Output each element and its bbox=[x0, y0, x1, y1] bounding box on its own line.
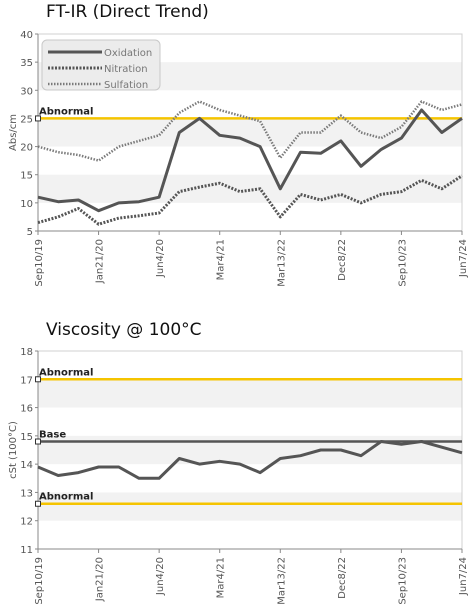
ftir-x-tick-label: Sep10/19 bbox=[34, 239, 45, 287]
ftir-y-axis-label: Abs/cm bbox=[8, 114, 19, 151]
ftir-x-tick-label: Jan21/20 bbox=[95, 239, 106, 284]
visc-ref-marker bbox=[35, 500, 41, 507]
ftir-y-tick-label: 5 bbox=[27, 227, 33, 238]
visc-ref-label: Abnormal bbox=[39, 492, 93, 503]
visc-x-tick-label: Sep10/23 bbox=[397, 557, 408, 605]
viscosity-chart: 11 12 13 14 15 16 17 18 cSt (100°C) Sep10/19 Jan21… bbox=[8, 347, 469, 605]
viscosity-chart-title: Viscosity @ 100°C bbox=[46, 320, 202, 340]
ftir-x-tick-label: Jun4/20 bbox=[155, 239, 166, 278]
visc-y-tick-label: 15 bbox=[20, 432, 33, 443]
visc-series-viscosity-line bbox=[37, 440, 463, 480]
ftir-band bbox=[38, 174, 462, 203]
visc-y-tick-label: 16 bbox=[20, 404, 33, 415]
ftir-series-oxidation-line bbox=[37, 108, 463, 213]
ftir-legend-label: Sulfation bbox=[104, 80, 148, 91]
ftir-ref-label: Abnormal bbox=[39, 106, 93, 117]
ftir-x-tick-label: Dec8/22 bbox=[337, 239, 348, 281]
visc-x-tick-label: Jun4/20 bbox=[155, 557, 166, 596]
visc-y-tick-label: 17 bbox=[20, 375, 33, 386]
visc-ref-marker bbox=[35, 376, 41, 383]
ftir-chart-title: FT-IR (Direct Trend) bbox=[46, 2, 209, 22]
visc-band bbox=[38, 435, 462, 465]
visc-ref-label: Base bbox=[39, 430, 66, 441]
ftir-x-tick-label: Sep10/23 bbox=[397, 239, 408, 287]
visc-band bbox=[38, 492, 462, 521]
visc-y-tick-label: 13 bbox=[20, 488, 33, 499]
ftir-series-sulfation-line bbox=[37, 100, 463, 162]
visc-x-tick-label: Dec8/22 bbox=[337, 557, 348, 599]
visc-ref-marker bbox=[35, 438, 41, 445]
ftir-legend-label: Nitration bbox=[104, 64, 148, 75]
ftir-x-tick-label: Mar4/21 bbox=[216, 239, 227, 280]
ftir-y-tick-label: 35 bbox=[20, 58, 33, 69]
visc-y-axis-label: cSt (100°C) bbox=[8, 421, 19, 479]
ftir-x-tick-label: Mar13/22 bbox=[276, 239, 287, 287]
visc-band bbox=[38, 379, 462, 408]
visc-x-tick-label: Mar4/21 bbox=[216, 557, 227, 598]
ftir-y-tick-label: 25 bbox=[20, 114, 33, 125]
visc-y-tick-label: 12 bbox=[20, 517, 33, 528]
ftir-y-tick-label: 15 bbox=[20, 171, 33, 182]
ftir-ref-marker bbox=[35, 115, 41, 122]
visc-y-tick-label: 18 bbox=[20, 347, 33, 358]
visc-y-tick-label: 11 bbox=[20, 545, 33, 556]
visc-x-tick-label: Jun7/24 bbox=[458, 557, 469, 596]
ftir-y-tick-label: 10 bbox=[20, 199, 33, 210]
ftir-series-nitration-line bbox=[37, 174, 463, 226]
visc-x-tick-label: Jan21/20 bbox=[95, 557, 106, 602]
visc-y-tick-label: 14 bbox=[20, 460, 33, 471]
visc-x-tick-label: Sep10/19 bbox=[34, 557, 45, 605]
visc-ref-label: Abnormal bbox=[39, 367, 93, 378]
ftir-legend-label: Oxidation bbox=[104, 48, 152, 59]
ftir-y-tick-label: 20 bbox=[20, 143, 33, 154]
ftir-y-tick-label: 40 bbox=[20, 30, 33, 41]
ftir-chart: 5 10 15 20 25 30 35 40 Abs/cm Sep10/19 Jan21/20 Jun… bbox=[8, 30, 469, 287]
ftir-y-tick-label: 30 bbox=[20, 86, 33, 97]
ftir-x-tick-label: Jun7/24 bbox=[458, 239, 469, 278]
visc-x-tick-label: Mar13/22 bbox=[276, 557, 287, 605]
